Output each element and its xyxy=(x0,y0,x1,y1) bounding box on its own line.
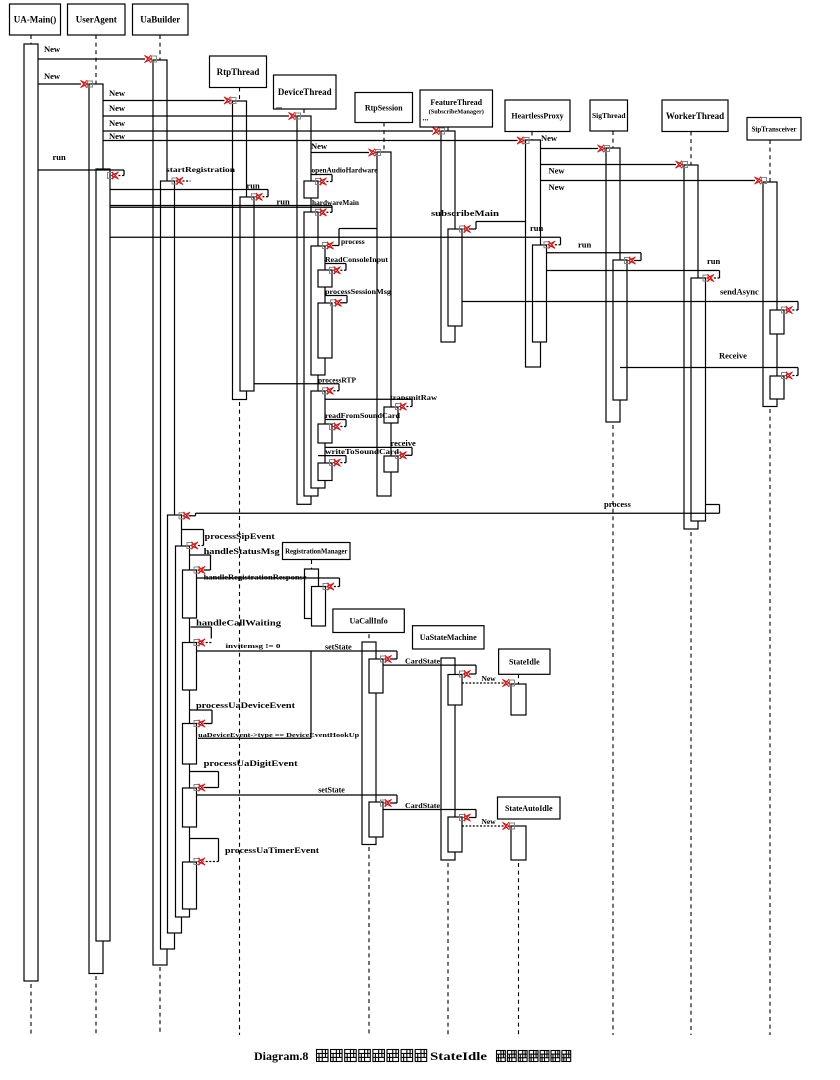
svg-text:run: run xyxy=(707,256,721,266)
svg-text:handleStatusMsg: handleStatusMsg xyxy=(204,546,281,556)
svg-text:transmitRaw: transmitRaw xyxy=(390,393,438,402)
svg-text:run: run xyxy=(53,152,67,162)
svg-text:Diagram.8: Diagram.8 xyxy=(254,1049,308,1063)
svg-text:New: New xyxy=(44,71,61,81)
svg-text:RegistrationManager: RegistrationManager xyxy=(285,548,347,555)
svg-text:New: New xyxy=(549,182,566,192)
svg-text:processUaDeviceEvent: processUaDeviceEvent xyxy=(196,700,295,710)
svg-text:CardState: CardState xyxy=(405,658,440,666)
svg-text:invitemsg != 0: invitemsg != 0 xyxy=(226,643,281,650)
svg-text:run: run xyxy=(530,223,544,233)
svg-text:New: New xyxy=(482,674,497,683)
svg-text:receive: receive xyxy=(391,438,417,448)
svg-text:process: process xyxy=(604,499,631,509)
svg-text:sendAsync: sendAsync xyxy=(720,287,759,297)
svg-text:processSessionMsg: processSessionMsg xyxy=(325,287,391,296)
svg-text:uaDeviceEvent->type == Devic: uaDeviceEvent->type == DeviceEventHookUp xyxy=(198,732,360,739)
svg-text:New: New xyxy=(109,118,126,128)
svg-text:New: New xyxy=(541,133,558,143)
svg-text:FeatureThread: FeatureThread xyxy=(430,98,482,107)
svg-text:UaStateMachine: UaStateMachine xyxy=(420,633,477,642)
svg-text:processSipEvent: processSipEvent xyxy=(205,531,275,541)
svg-text:SipTransceiver: SipTransceiver xyxy=(752,125,797,133)
svg-text:UA-Main(): UA-Main() xyxy=(14,15,57,25)
svg-text:New: New xyxy=(109,103,126,113)
svg-text:UaBuilder: UaBuilder xyxy=(140,15,180,25)
svg-text:(SubscribeManager): (SubscribeManager) xyxy=(429,108,484,115)
svg-text:DeviceThread: DeviceThread xyxy=(278,87,332,97)
svg-text:New: New xyxy=(44,44,61,54)
svg-text:New: New xyxy=(311,141,328,151)
svg-text:StateIdle: StateIdle xyxy=(430,1049,488,1063)
svg-text:processRTP: processRTP xyxy=(318,375,356,384)
svg-text:SigThread: SigThread xyxy=(592,111,626,120)
svg-text:UserAgent: UserAgent xyxy=(76,15,117,25)
svg-text:...: ... xyxy=(423,114,429,123)
svg-text:ReadConsoleInput: ReadConsoleInput xyxy=(325,255,389,264)
svg-text:handleRegistrationResponse: handleRegistrationResponse xyxy=(204,574,307,582)
svg-text:RtpThread: RtpThread xyxy=(217,67,260,77)
svg-text:...: ... xyxy=(276,102,282,111)
svg-text:New: New xyxy=(109,131,126,141)
svg-text:handleCallWaiting: handleCallWaiting xyxy=(196,618,282,628)
svg-text:HeartlessProxy: HeartlessProxy xyxy=(511,112,563,121)
svg-text:New: New xyxy=(482,817,497,826)
svg-text:openAudioHardware: openAudioHardware xyxy=(312,166,379,175)
svg-text:CardState: CardState xyxy=(405,802,440,810)
svg-text:setState: setState xyxy=(318,786,345,795)
svg-text:processUaTimerEvent: processUaTimerEvent xyxy=(225,845,319,855)
svg-text:StateIdle: StateIdle xyxy=(509,658,540,667)
svg-text:WorkerThread: WorkerThread xyxy=(666,111,724,121)
svg-text:readFromSoundCard: readFromSoundCard xyxy=(325,411,401,420)
svg-text:Receive: Receive xyxy=(719,351,747,361)
svg-text:subscribeMain: subscribeMain xyxy=(431,208,499,218)
svg-text:run: run xyxy=(578,240,592,250)
svg-text:RtpSession: RtpSession xyxy=(365,103,403,112)
svg-text:StateAutoIdle: StateAutoIdle xyxy=(505,804,553,813)
svg-text:startRegistration: startRegistration xyxy=(166,165,236,174)
svg-text:New: New xyxy=(549,166,566,176)
svg-text:setState: setState xyxy=(325,643,352,652)
svg-text:UaCallInfo: UaCallInfo xyxy=(349,617,387,626)
svg-text:New: New xyxy=(109,88,126,98)
svg-text:run: run xyxy=(247,181,261,191)
svg-text:writeToSoundCard: writeToSoundCard xyxy=(325,447,400,456)
svg-text:processUaDigitEvent: processUaDigitEvent xyxy=(204,758,298,768)
svg-text:run: run xyxy=(277,197,291,207)
svg-text:hardwareMain: hardwareMain xyxy=(312,198,360,207)
svg-text:process: process xyxy=(341,237,365,246)
